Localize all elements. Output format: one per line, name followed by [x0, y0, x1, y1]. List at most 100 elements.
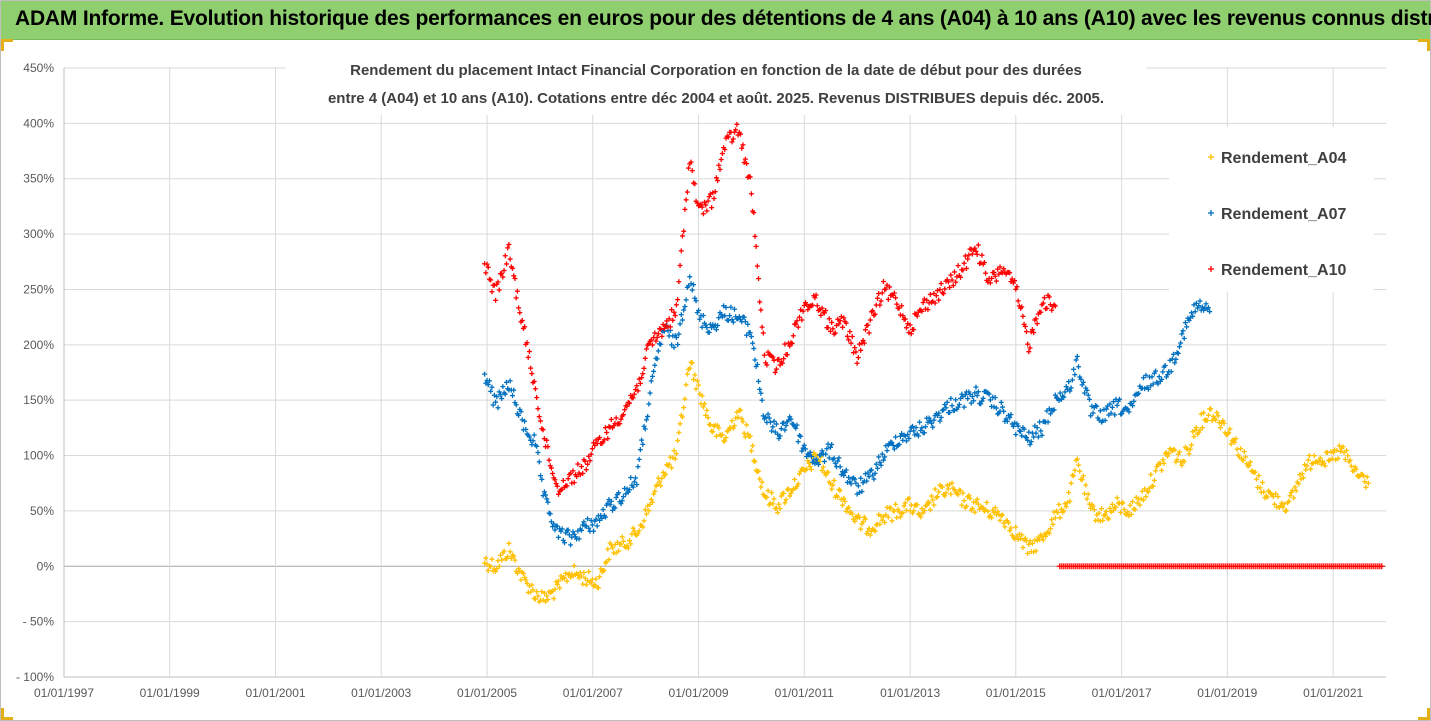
data-point	[673, 451, 679, 457]
data-point	[1291, 495, 1297, 501]
data-point	[1324, 450, 1330, 456]
data-point	[636, 456, 642, 462]
data-point	[1066, 379, 1072, 385]
data-point	[917, 419, 923, 425]
data-point	[637, 380, 643, 386]
data-point	[682, 304, 688, 310]
data-point	[1347, 457, 1353, 463]
data-point	[526, 434, 532, 440]
data-point	[897, 312, 903, 318]
data-point	[823, 307, 829, 313]
data-point	[641, 423, 647, 429]
data-point	[588, 451, 594, 457]
data-point	[703, 412, 709, 418]
data-point	[750, 443, 756, 449]
data-point	[697, 316, 703, 322]
data-point	[891, 290, 897, 296]
data-point	[840, 502, 846, 508]
data-point	[1136, 390, 1142, 396]
data-point	[1192, 309, 1198, 315]
data-point	[635, 464, 641, 470]
data-point	[1084, 387, 1090, 393]
data-point	[620, 538, 626, 544]
data-point	[1193, 425, 1199, 431]
data-point	[821, 458, 827, 464]
legend-item-Rendement_A07: Rendement_A07	[1208, 206, 1346, 223]
data-point	[1025, 437, 1031, 443]
data-point	[972, 245, 978, 251]
data-point	[740, 142, 746, 148]
data-point	[529, 582, 535, 588]
data-point	[1057, 390, 1063, 396]
data-point	[552, 527, 558, 533]
data-point	[915, 433, 921, 439]
data-point	[947, 410, 953, 416]
data-point	[968, 400, 974, 406]
data-point	[901, 503, 907, 509]
data-point	[1280, 504, 1286, 510]
data-point	[798, 433, 804, 439]
data-point	[648, 378, 654, 384]
data-point	[968, 246, 974, 252]
data-point	[1246, 462, 1252, 468]
data-point	[826, 455, 832, 461]
data-point	[778, 426, 784, 432]
data-point	[652, 488, 658, 494]
x-tick-label: 01/01/2007	[563, 686, 623, 700]
data-point	[1026, 429, 1032, 435]
data-point	[855, 483, 861, 489]
data-point	[792, 476, 798, 482]
data-point	[1125, 509, 1131, 515]
data-point	[711, 195, 717, 201]
data-point	[663, 471, 669, 477]
data-point	[719, 432, 725, 438]
data-point	[781, 356, 787, 362]
data-point	[594, 523, 600, 529]
series-Rendement_A04	[482, 359, 1371, 605]
data-point	[531, 432, 537, 438]
data-point	[706, 194, 712, 200]
data-point	[837, 487, 843, 493]
data-point	[1150, 381, 1156, 387]
data-point	[1215, 413, 1221, 419]
data-point	[605, 436, 611, 442]
data-point	[763, 414, 769, 420]
data-point	[1378, 563, 1385, 570]
data-point	[483, 270, 489, 276]
data-point	[491, 282, 497, 288]
data-point	[682, 206, 688, 212]
data-point	[659, 333, 665, 339]
data-point	[950, 283, 956, 289]
data-point	[1022, 535, 1028, 541]
data-point	[938, 281, 944, 287]
data-point	[1345, 453, 1351, 459]
data-point	[728, 304, 734, 310]
data-point	[699, 324, 705, 330]
data-point	[874, 295, 880, 301]
data-point	[972, 390, 978, 396]
data-point	[642, 507, 648, 513]
data-point	[744, 161, 750, 167]
data-point	[489, 289, 495, 295]
data-point	[895, 506, 901, 512]
data-point	[589, 446, 595, 452]
x-tick-label: 01/01/1997	[34, 686, 94, 700]
data-point	[485, 382, 491, 388]
data-point	[906, 495, 912, 501]
data-point	[1004, 418, 1010, 424]
data-point	[1140, 497, 1146, 503]
data-point	[1076, 462, 1082, 468]
data-point	[1175, 350, 1181, 356]
data-point	[955, 404, 961, 410]
data-point	[829, 486, 835, 492]
data-point	[836, 321, 842, 327]
data-point	[739, 416, 745, 422]
legend-label: Rendement_A10	[1221, 262, 1346, 279]
x-tick-label: 01/01/2013	[880, 686, 940, 700]
data-point	[1130, 403, 1136, 409]
data-point	[585, 516, 591, 522]
data-point	[1148, 472, 1154, 478]
legend-label: Rendement_A04	[1221, 150, 1346, 167]
data-point	[847, 329, 853, 335]
data-point	[1028, 439, 1034, 445]
